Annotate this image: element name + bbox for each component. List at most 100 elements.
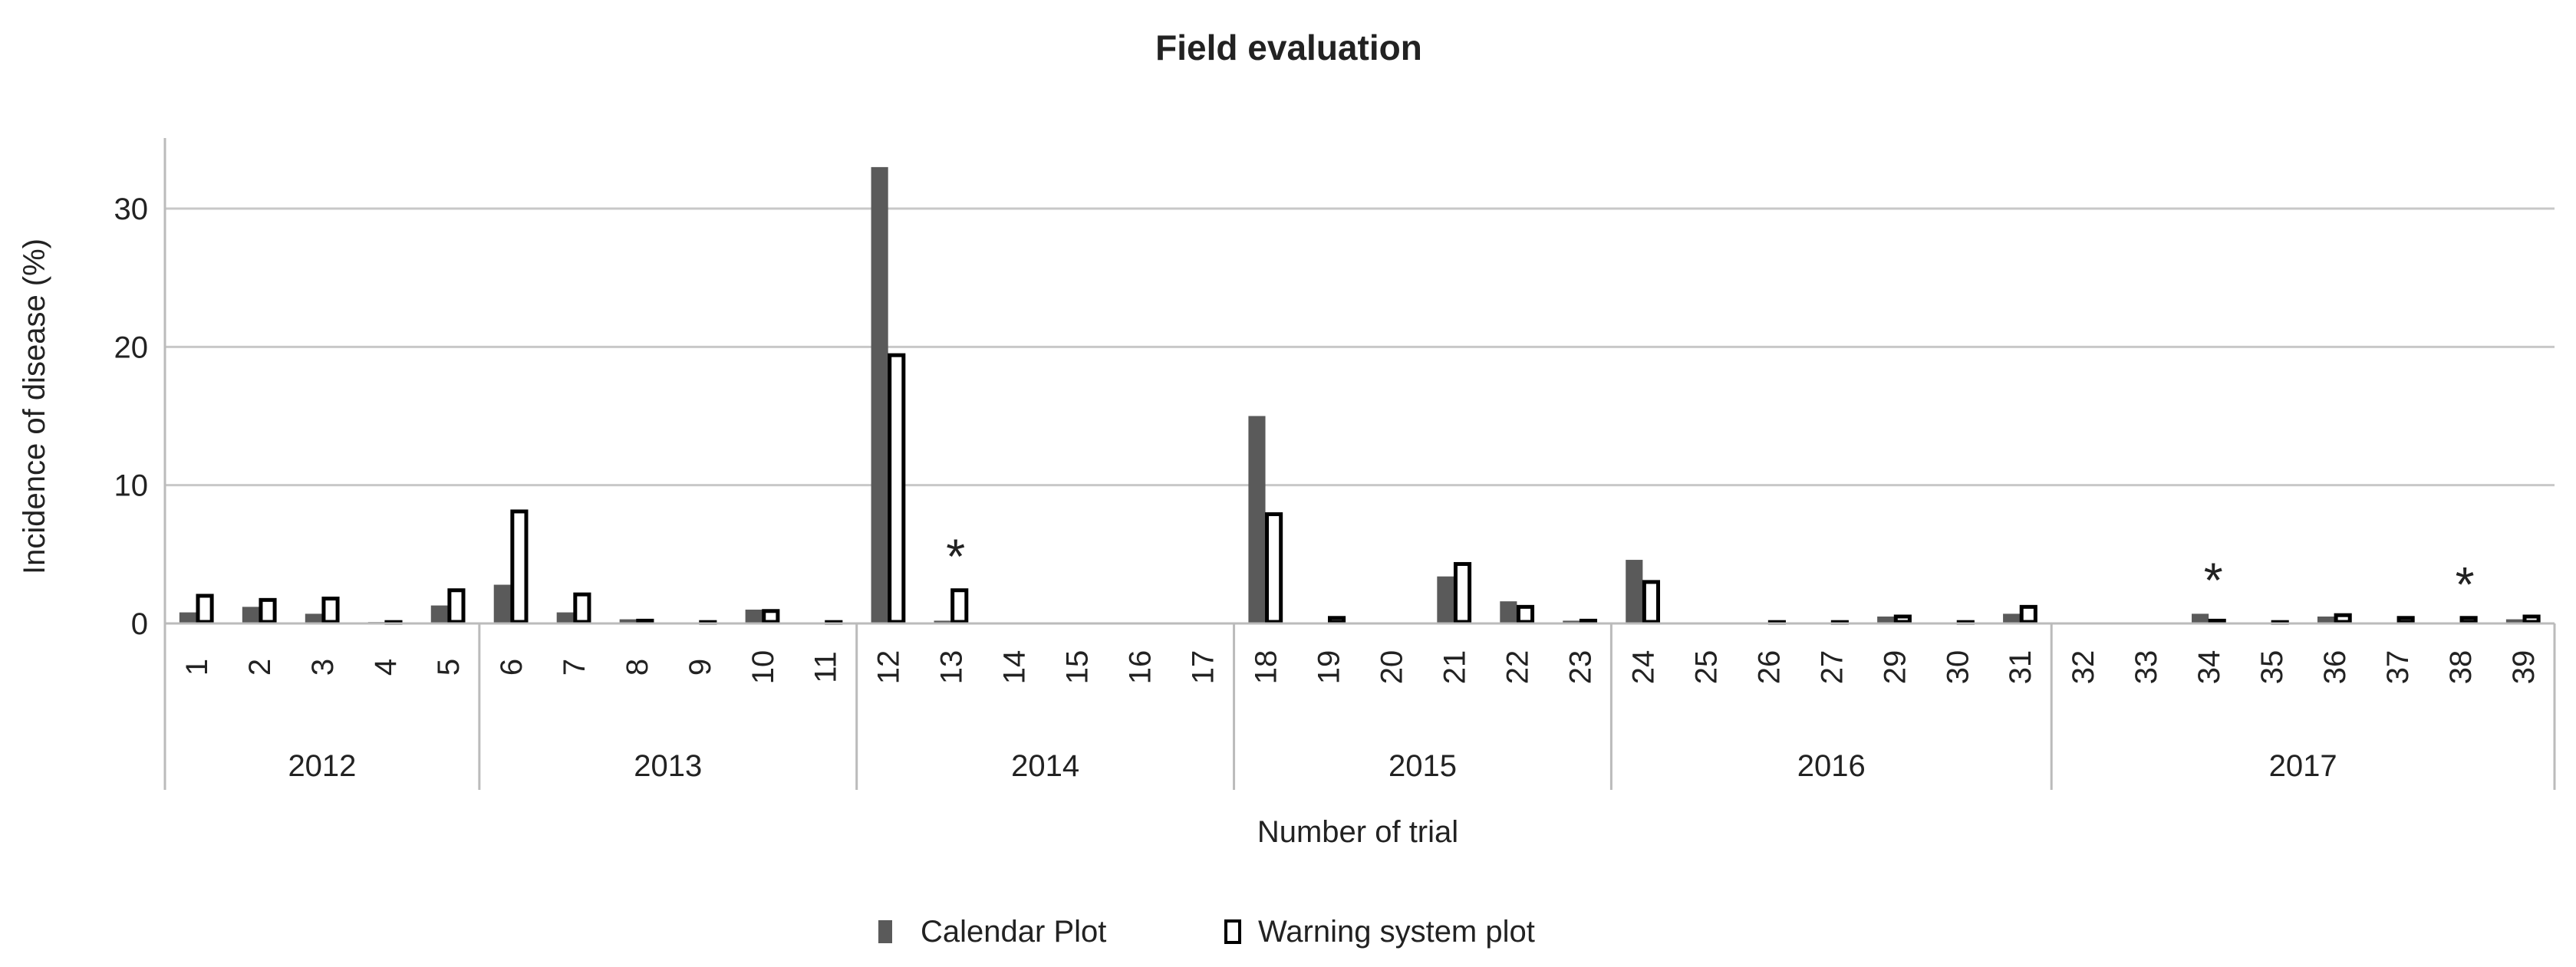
x-tick-label: 36	[2318, 650, 2352, 685]
bar-calendar-plot	[1877, 616, 1895, 623]
x-tick-label: 11	[809, 651, 843, 683]
bar-warning-system-plot	[762, 609, 780, 624]
x-tick-label: 17	[1187, 650, 1220, 685]
bar-warning-system-plot	[1328, 616, 1346, 624]
bar-calendar-plot	[305, 613, 322, 623]
x-tick-label: 35	[2255, 650, 2289, 685]
legend: Calendar Plot Warning system plot	[878, 915, 1535, 949]
chart-title: Field evaluation	[1155, 28, 1422, 67]
bar-calendar-plot	[2317, 616, 2335, 623]
x-tick-label: 12	[872, 650, 906, 685]
group-label: 2015	[1388, 749, 1457, 783]
x-tick-label: 25	[1689, 650, 1723, 685]
x-tick-label: 15	[1061, 650, 1095, 685]
x-tick-label: 3	[306, 659, 340, 676]
bar-warning-system-plot	[2019, 604, 2037, 624]
x-tick-label: 27	[1815, 650, 1849, 685]
bar-calendar-plot	[871, 166, 888, 623]
bar-warning-system-plot	[1265, 512, 1283, 624]
significance-asterisk: *	[2456, 557, 2475, 612]
x-tick-label: 14	[998, 650, 1032, 685]
x-tick-label: 29	[1878, 650, 1912, 685]
x-tick-label: 38	[2444, 650, 2478, 685]
bar-warning-system-plot	[2396, 616, 2415, 624]
bar-warning-system-plot	[196, 594, 214, 624]
group-label: 2017	[2269, 749, 2337, 783]
bar-warning-system-plot	[636, 618, 654, 624]
bar-calendar-plot	[2003, 613, 2021, 623]
legend-label-calendar: Calendar Plot	[921, 915, 1106, 949]
x-tick-label: 31	[2004, 650, 2037, 685]
x-tick-label: 5	[432, 659, 466, 676]
x-tick-label: 4	[369, 659, 403, 676]
x-tick-label: 9	[684, 659, 717, 676]
x-tick-label: 8	[621, 659, 654, 676]
x-tick-label: 7	[558, 659, 591, 676]
bar-warning-system-plot	[2208, 618, 2226, 624]
bar-calendar-plot	[556, 612, 574, 623]
x-tick-label: 13	[935, 650, 969, 685]
bar-calendar-plot	[2192, 613, 2209, 623]
bar-calendar-plot	[242, 607, 259, 623]
x-tick-label: 21	[1438, 650, 1471, 685]
bar-calendar-plot	[493, 584, 511, 623]
bar-calendar-plot	[1437, 576, 1454, 623]
bar-warning-system-plot	[1642, 580, 1661, 624]
y-axis-label: Incidence of disease (%)	[18, 238, 51, 574]
y-tick-label: 0	[131, 607, 148, 641]
bar-calendar-plot	[179, 612, 196, 623]
bar-calendar-plot	[1248, 416, 1266, 623]
bar-warning-system-plot	[2334, 613, 2352, 624]
x-tick-label: 16	[1124, 650, 1158, 685]
bar-warning-system-plot	[259, 597, 277, 624]
x-tick-label: 19	[1313, 650, 1346, 685]
significance-asterisk: *	[946, 529, 965, 584]
bar-warning-system-plot	[1893, 614, 1912, 624]
group-label: 2012	[288, 749, 356, 783]
legend-label-warning: Warning system plot	[1258, 915, 1535, 949]
bar-warning-system-plot	[447, 588, 466, 624]
x-tick-label: 10	[746, 650, 780, 685]
bar-calendar-plot	[1500, 601, 1517, 623]
bar-warning-system-plot	[1579, 618, 1598, 624]
y-tick-label: 10	[114, 469, 149, 503]
y-tick-label: 30	[114, 192, 149, 226]
bar-warning-system-plot	[321, 597, 340, 624]
x-tick-label: 26	[1752, 650, 1786, 685]
bar-calendar-plot	[934, 620, 951, 623]
group-label: 2014	[1011, 749, 1079, 783]
bar-warning-system-plot	[2459, 616, 2478, 624]
x-tick-label: 32	[2067, 650, 2100, 685]
bar-warning-system-plot	[510, 509, 529, 624]
bar-calendar-plot	[430, 605, 448, 623]
bar-calendar-plot	[1563, 620, 1580, 623]
bar-warning-system-plot	[2522, 614, 2541, 624]
bar-warning-system-plot	[950, 588, 969, 624]
bar-calendar-plot	[1626, 560, 1643, 623]
bar-warning-system-plot	[573, 592, 591, 624]
x-axis-label: Number of trial	[1257, 815, 1458, 849]
group-label: 2013	[634, 749, 702, 783]
x-tick-label: 30	[1941, 650, 1975, 685]
bar-warning-system-plot	[1516, 604, 1535, 624]
bar-calendar-plot	[619, 619, 637, 623]
significance-asterisk: *	[2204, 552, 2223, 607]
x-tick-label: 1	[180, 659, 214, 676]
bar-warning-system-plot	[1453, 561, 1472, 624]
group-label: 2016	[1797, 749, 1866, 783]
x-tick-label: 20	[1375, 650, 1408, 685]
x-tick-label: 37	[2381, 650, 2415, 685]
x-tick-label: 34	[2192, 650, 2226, 685]
x-tick-label: 39	[2507, 650, 2541, 685]
x-tick-label: 33	[2130, 650, 2163, 685]
y-tick-label: 20	[114, 331, 149, 364]
bar-calendar-plot	[2505, 619, 2524, 623]
legend-swatch-calendar	[878, 920, 892, 943]
x-tick-label: 24	[1626, 650, 1660, 685]
x-tick-label: 6	[495, 659, 529, 676]
x-tick-label: 2	[243, 659, 277, 676]
x-tick-label: 18	[1250, 650, 1283, 685]
bar-warning-system-plot	[888, 353, 906, 624]
x-tick-label: 22	[1500, 650, 1534, 685]
